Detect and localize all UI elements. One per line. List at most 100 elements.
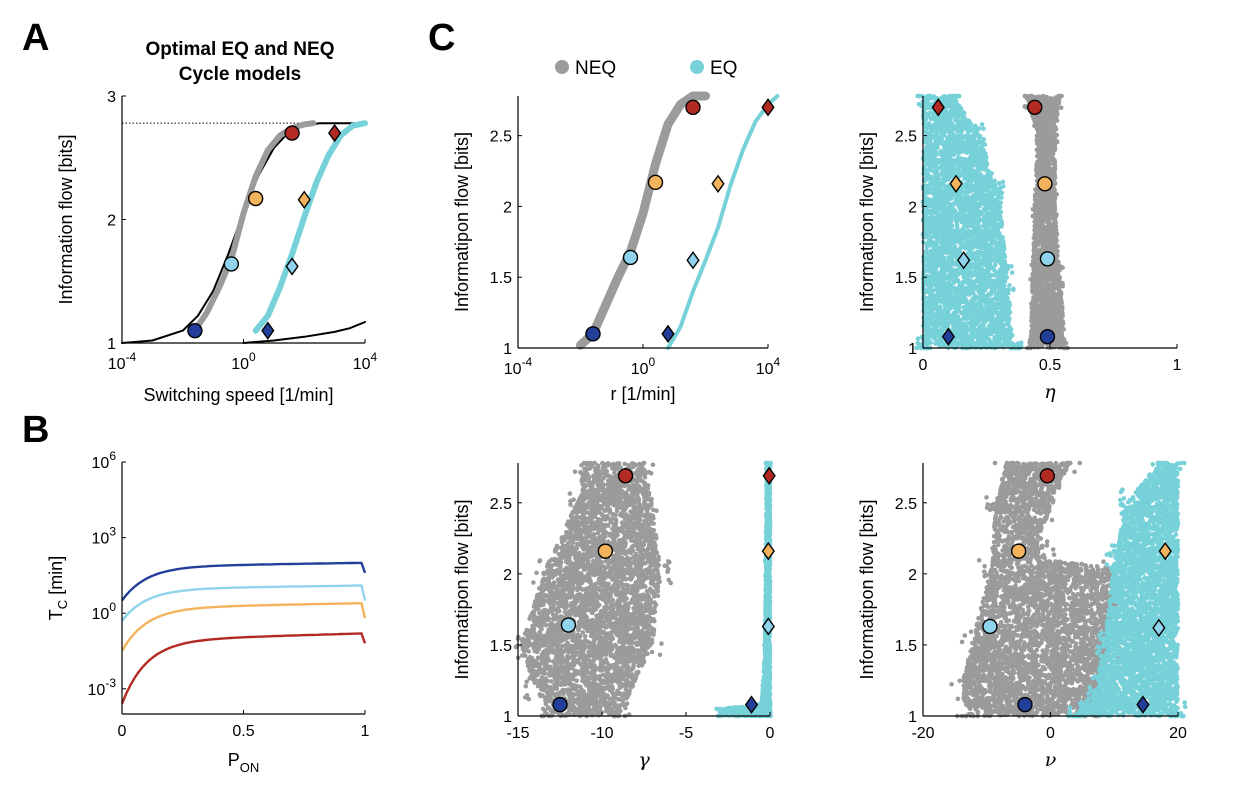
panel-c2-scatter-point bbox=[988, 341, 994, 347]
panel-c2-scatter-point bbox=[950, 131, 955, 136]
panel-c2-scatter-point bbox=[971, 284, 977, 290]
panel-c2-scatter-point bbox=[946, 264, 952, 270]
panel-c2-scatter-point bbox=[967, 283, 972, 289]
panel-c2-scatter-point bbox=[962, 110, 967, 116]
panel-c2-scatter-point bbox=[923, 256, 929, 262]
panel-c2-scatter-point bbox=[981, 315, 987, 320]
panel-c1-marker-circle-dark_blue bbox=[585, 326, 601, 342]
panel-c2-scatter-point bbox=[992, 231, 998, 237]
panel-label-b: B bbox=[22, 409, 49, 451]
panel-c2-scatter-point bbox=[997, 214, 1003, 219]
panel-c2-scatter-point bbox=[956, 162, 962, 168]
panel-c2-scatter-point bbox=[959, 296, 965, 301]
panel-c2-scatter-point bbox=[933, 145, 938, 151]
panel-c2-scatter-point bbox=[928, 190, 933, 195]
panel-c2-scatter-point bbox=[954, 167, 959, 172]
panel-c2-scatter-point bbox=[935, 180, 941, 185]
panel-c2-scatter-point bbox=[935, 235, 940, 241]
panel-c2-scatter-point bbox=[929, 124, 935, 129]
panel-label-c: C bbox=[428, 17, 455, 59]
panel-c2-scatter-point bbox=[945, 250, 951, 255]
panel-c2-scatter-point bbox=[977, 203, 982, 209]
panel-a-marker-diamond-light_blue bbox=[285, 257, 299, 276]
panel-c2-scatter-point bbox=[935, 211, 940, 217]
panel-c2-scatter-point bbox=[977, 302, 983, 308]
panel-c2-scatter-point bbox=[924, 137, 929, 142]
panel-c2-scatter-point bbox=[923, 319, 929, 325]
panel-c2-scatter-point bbox=[978, 335, 983, 340]
panel-c2-scatter-point bbox=[954, 248, 959, 253]
panel-c2-scatter-point bbox=[966, 311, 972, 316]
legend: NEQ EQ bbox=[555, 58, 737, 79]
panel-c2-scatter-point bbox=[991, 301, 996, 307]
panel-c2-scatter-point bbox=[979, 188, 984, 194]
panel-c2-scatter-point bbox=[983, 331, 988, 337]
panel-c2-scatter-point bbox=[981, 137, 987, 142]
panel-c2-scatter-point bbox=[939, 274, 944, 280]
panel-b-x-tick-label: 0 bbox=[118, 723, 127, 740]
panel-c2-scatter-point bbox=[999, 288, 1004, 293]
panel-label-a: A bbox=[22, 17, 49, 59]
panel-c2-scatter-point bbox=[945, 320, 950, 326]
panel-c2-scatter-point bbox=[985, 197, 991, 203]
panel-c2-scatter-point bbox=[969, 208, 974, 214]
panel-c2-scatter-point bbox=[962, 121, 968, 127]
panel-c2-scatter-point bbox=[940, 210, 945, 216]
panel-c2-scatter-point bbox=[1002, 252, 1007, 258]
panel-c2-scatter-point bbox=[1000, 179, 1006, 185]
panel-c2-scatter-point bbox=[939, 293, 944, 298]
panel-c2-scatter-point bbox=[948, 195, 954, 201]
panel-c2-scatter-point bbox=[979, 122, 985, 127]
panel-c2-scatter-point bbox=[959, 235, 965, 240]
panel-c2-scatter-point bbox=[941, 167, 946, 172]
panel-c2-scatter-point bbox=[939, 149, 945, 154]
panel-c2-scatter-point bbox=[947, 304, 953, 310]
panel-c2-scatter-point bbox=[990, 186, 996, 192]
panel-a-ylabel: Information flow [bits] bbox=[56, 134, 76, 304]
panel-c2-scatter-point bbox=[962, 173, 967, 179]
panel-c2-scatter-point bbox=[984, 231, 990, 236]
panel-c2-scatter-point bbox=[978, 147, 983, 152]
panel-c2-scatter-point bbox=[999, 235, 1005, 240]
panel-c1-band-eq_cyan bbox=[666, 94, 780, 350]
panel-c2-scatter-point bbox=[980, 306, 986, 312]
panel-c2-scatter-point bbox=[947, 164, 953, 170]
panel-c2-scatter-point bbox=[923, 225, 928, 231]
panel-c2-scatter-point bbox=[962, 190, 968, 196]
panel-c2-scatter-point bbox=[959, 197, 964, 202]
panel-c2-scatter-point bbox=[954, 224, 960, 230]
panel-c2-scatter-point bbox=[927, 312, 932, 317]
panel-c2-scatter-point bbox=[941, 298, 947, 304]
panel-c1-y-tick-label: 1 bbox=[503, 341, 512, 358]
panel-c2-scatter-point bbox=[965, 129, 971, 134]
panel-c2-scatter-point bbox=[943, 198, 949, 204]
panel-c2-scatter-point bbox=[966, 300, 972, 306]
panel-a-y-tick-label: 1 bbox=[107, 336, 116, 353]
panel-c2-scatter-point bbox=[933, 282, 939, 287]
panel-c2-scatter-point bbox=[937, 203, 943, 208]
panel-c2-scatter-point bbox=[927, 157, 932, 162]
panel-c2-scatter-point bbox=[998, 312, 1003, 318]
panel-c2-scatter-point bbox=[921, 157, 927, 163]
panel-c2-scatter-point bbox=[941, 257, 947, 263]
panel-c2-scatter-point bbox=[926, 230, 932, 235]
panel-c2-scatter-point bbox=[986, 242, 992, 248]
panel-c1-marker-diamond-dark_blue bbox=[661, 324, 675, 344]
panel-c2-scatter-point bbox=[983, 151, 988, 156]
panel-c2-scatter-point bbox=[986, 284, 991, 290]
panel-c2-scatter-point bbox=[953, 101, 959, 106]
panel-c2-scatter-point bbox=[953, 278, 958, 284]
panel-c2-cloud-neq_gray bbox=[1022, 93, 1070, 351]
panel-c2-scatter-point bbox=[971, 251, 977, 256]
panel-c2-scatter-point bbox=[923, 111, 928, 116]
panel-c2-scatter-point bbox=[986, 236, 991, 242]
panel-c1-ylabel: Informatipon flow [bits] bbox=[452, 132, 472, 312]
panel-a-marker-circle-light_blue bbox=[223, 256, 240, 272]
panel-c2-scatter-point bbox=[934, 245, 939, 251]
panel-c2-scatter-point bbox=[1005, 266, 1010, 271]
panel-c2-scatter-point bbox=[931, 150, 937, 156]
panel-c2-scatter-point bbox=[961, 271, 967, 277]
panel-c2-scatter-point bbox=[973, 183, 978, 189]
panel-a-marker-circle-orange bbox=[247, 190, 264, 207]
